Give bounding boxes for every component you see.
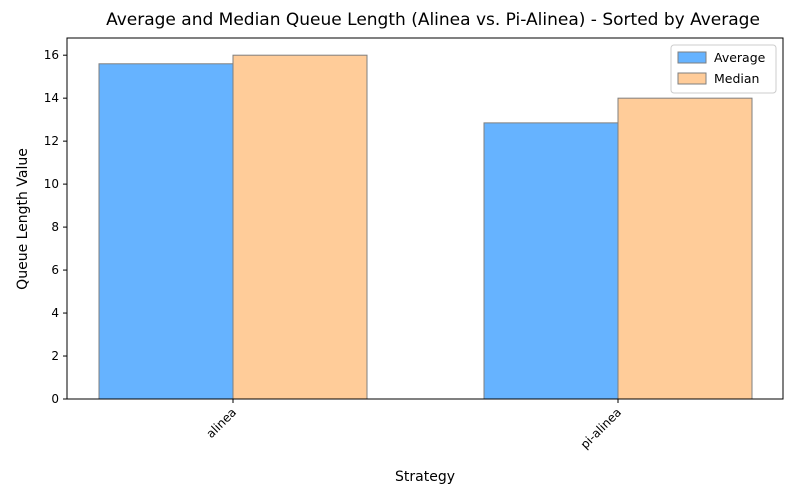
plot-area: 0 2 4 6 8 10 12 14 16 alinea pi-alinea [44,37,784,452]
legend-swatch-average [677,51,707,64]
bar-average-alinea [98,63,234,400]
legend-label-average: Average [714,50,766,65]
bar-median-alinea [232,54,368,400]
y-tick-label: 0 [51,392,59,406]
y-tick-label: 6 [51,263,59,277]
y-tick-label: 14 [44,91,59,105]
plot-frame [66,37,784,400]
y-tick-label: 16 [44,48,59,62]
y-tick-label: 4 [51,306,59,320]
y-tick-label: 12 [44,134,59,148]
y-tick-label: 8 [51,220,59,234]
legend-swatch-median [677,72,707,85]
bar-median-pi-alinea [617,97,753,400]
chart-title: Average and Median Queue Length (Alinea … [106,10,760,30]
x-tick-label-alinea: alinea [204,405,240,441]
x-tick-label-pi-alinea: pi-alinea [578,405,624,451]
y-tick-label: 2 [51,349,59,363]
y-axis-label: Queue Length Value [15,148,31,290]
bar-average-pi-alinea [483,122,619,400]
legend: Average Median [670,44,777,94]
legend-label-median: Median [714,71,759,86]
y-tick-label: 10 [44,177,59,191]
x-axis-label: Strategy [395,469,455,485]
